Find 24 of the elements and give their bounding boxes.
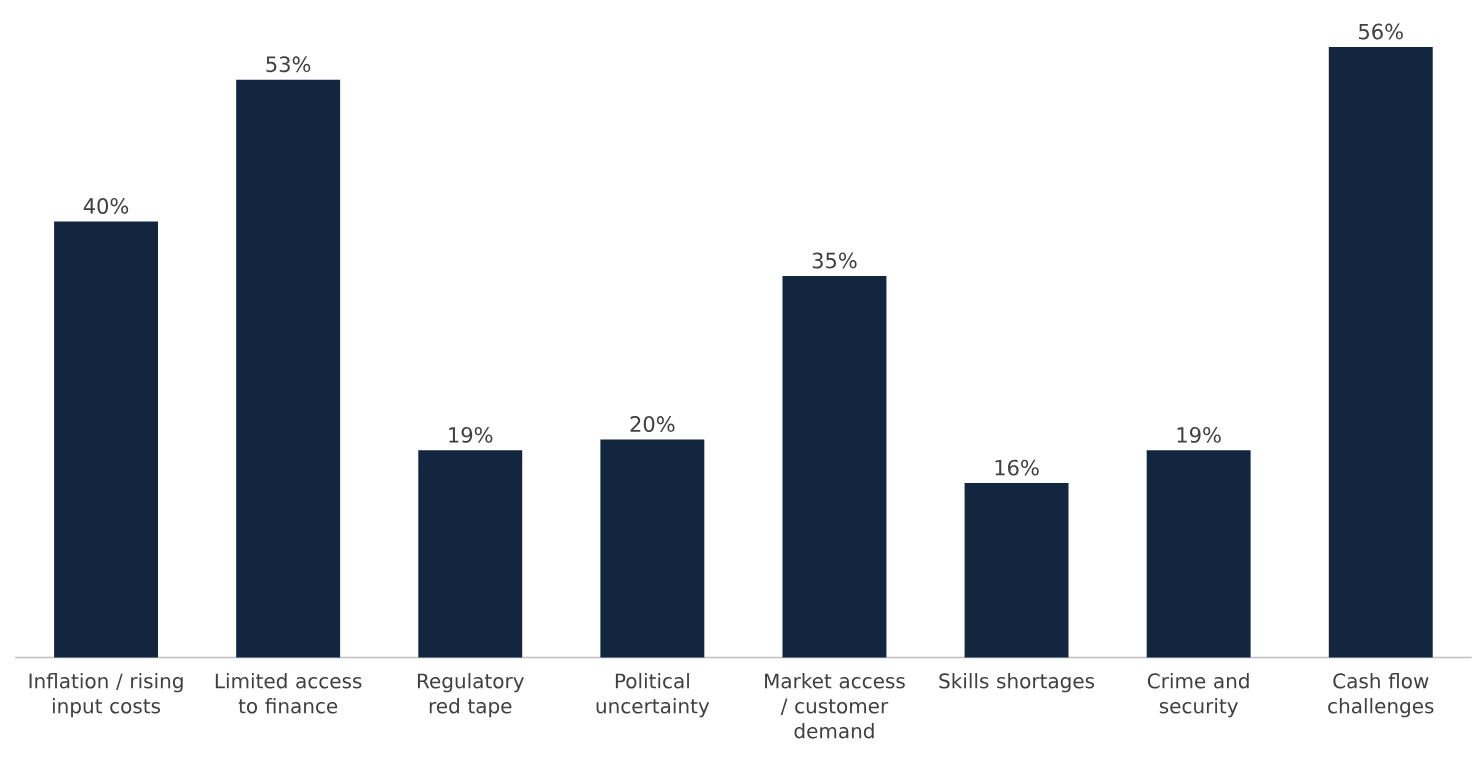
- bar: [600, 439, 705, 658]
- x-tick-label: Regulatory red tape: [417, 672, 524, 718]
- bar: [54, 221, 159, 658]
- data-label: 19%: [449, 426, 493, 443]
- data-label: 35%: [812, 252, 857, 269]
- x-tick-label: Limited access to finance: [215, 672, 362, 714]
- data-label: 56%: [1359, 23, 1403, 40]
- x-tick-label: Cash flow challenges: [1328, 672, 1434, 718]
- bar: [964, 482, 1069, 658]
- bar: [418, 450, 523, 658]
- data-label: 20%: [630, 415, 675, 432]
- data-label: 40%: [83, 197, 129, 214]
- x-tick-label: Inflation / rising input costs: [29, 672, 183, 718]
- data-label: 16%: [995, 459, 1039, 476]
- data-label: 19%: [1177, 426, 1221, 443]
- bar: [782, 275, 887, 658]
- bar: [1328, 46, 1433, 658]
- x-tick-label: Political uncertainty: [596, 672, 710, 718]
- x-tick-label: Crime and security: [1147, 672, 1249, 718]
- bar: [236, 79, 341, 658]
- x-tick-label: Market access / customer demand: [765, 672, 905, 739]
- x-tick-label: Skills shortages: [939, 672, 1095, 693]
- data-label: 53%: [266, 56, 311, 72]
- bar: [1146, 450, 1251, 658]
